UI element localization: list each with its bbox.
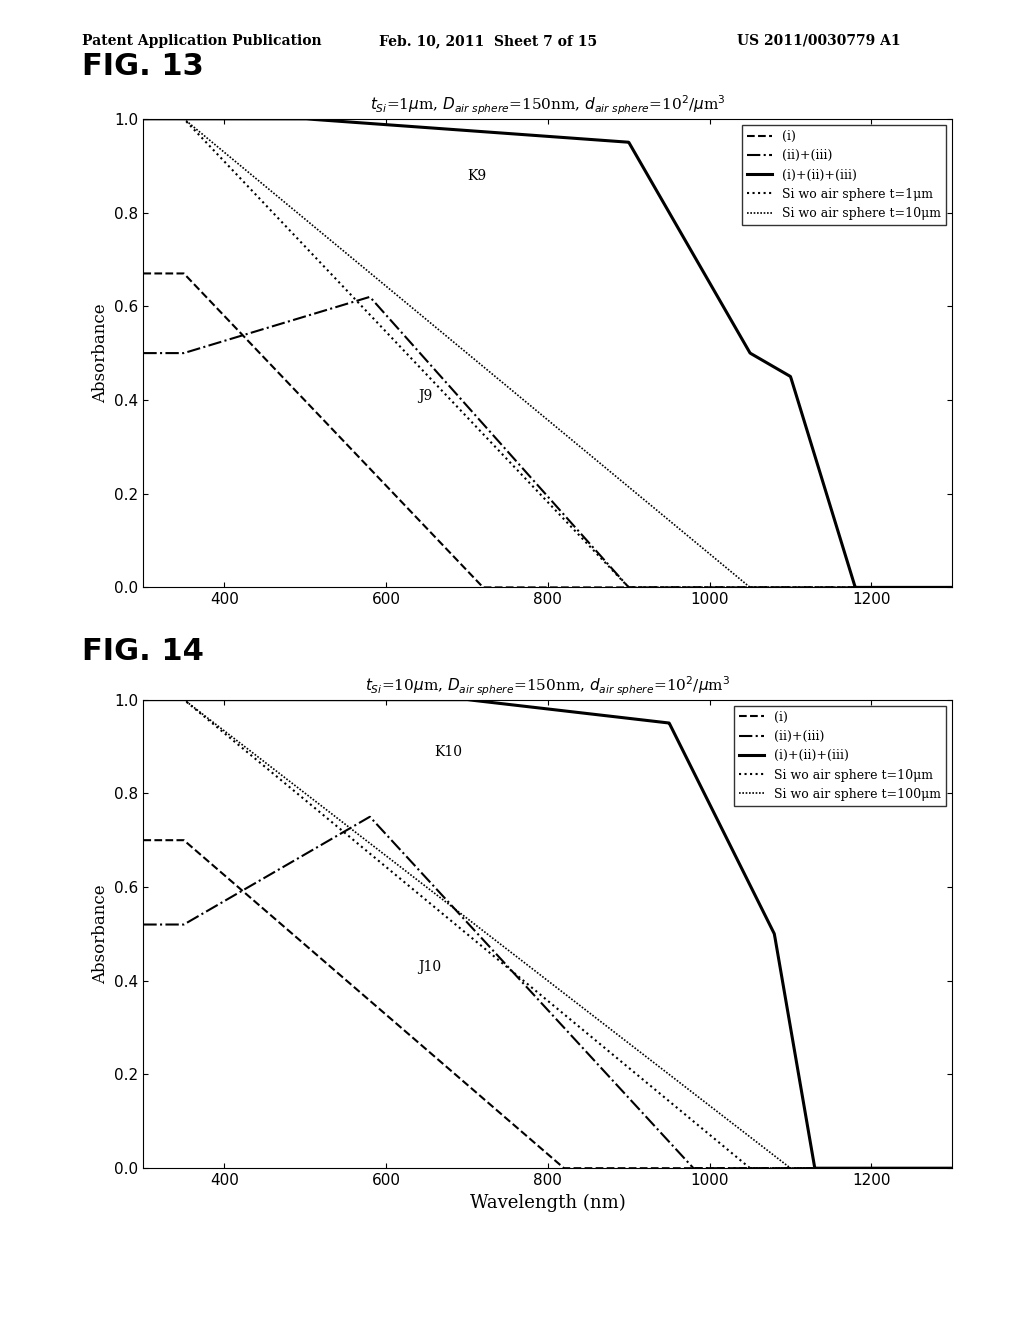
- X-axis label: Wavelength (nm): Wavelength (nm): [470, 1193, 626, 1212]
- Text: FIG. 14: FIG. 14: [82, 638, 204, 667]
- Y-axis label: Absorbance: Absorbance: [92, 884, 109, 983]
- Text: FIG. 13: FIG. 13: [82, 53, 204, 82]
- Legend: (i), (ii)+(iii), (i)+(ii)+(iii), Si wo air sphere t=10μm, Si wo air sphere t=100: (i), (ii)+(iii), (i)+(ii)+(iii), Si wo a…: [734, 706, 946, 805]
- Text: K10: K10: [434, 744, 463, 759]
- Text: J9: J9: [419, 389, 433, 403]
- Y-axis label: Absorbance: Absorbance: [92, 304, 109, 403]
- Text: J10: J10: [419, 961, 441, 974]
- Title: $t_{Si}$=10$\mu$m, $D_{air\ sphere}$=150nm, $d_{air\ sphere}$=10$^{2}$/$\mu$m$^{: $t_{Si}$=10$\mu$m, $D_{air\ sphere}$=150…: [366, 675, 730, 698]
- Title: $t_{Si}$=1$\mu$m, $D_{air\ sphere}$=150nm, $d_{air\ sphere}$=10$^{2}$/$\mu$m$^{3: $t_{Si}$=1$\mu$m, $D_{air\ sphere}$=150n…: [370, 94, 726, 117]
- Text: US 2011/0030779 A1: US 2011/0030779 A1: [737, 34, 901, 48]
- Legend: (i), (ii)+(iii), (i)+(ii)+(iii), Si wo air sphere t=1μm, Si wo air sphere t=10μm: (i), (ii)+(iii), (i)+(ii)+(iii), Si wo a…: [742, 125, 946, 224]
- Text: Patent Application Publication: Patent Application Publication: [82, 34, 322, 48]
- Text: Feb. 10, 2011  Sheet 7 of 15: Feb. 10, 2011 Sheet 7 of 15: [379, 34, 597, 48]
- Text: K9: K9: [467, 169, 486, 182]
